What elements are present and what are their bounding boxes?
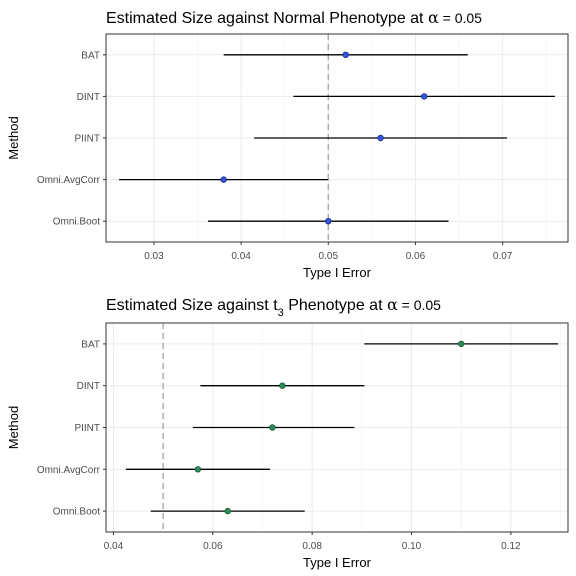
- x-axis-title: Type I Error: [303, 265, 372, 280]
- x-tick-label: 0.05: [319, 251, 339, 262]
- x-tick-label: 0.07: [493, 251, 513, 262]
- y-tick-label: DINT: [77, 381, 100, 392]
- point-bat: [342, 51, 349, 58]
- y-tick-label: Omni.Boot: [53, 217, 100, 228]
- chart-title: Estimated Size against Normal Phenotype …: [106, 8, 482, 27]
- chart-title-rest: = 0.05: [398, 297, 441, 313]
- chart-title-subscript: 3: [278, 307, 284, 319]
- y-axis-title: Method: [6, 116, 21, 159]
- point-omni-avgcorr: [220, 176, 227, 183]
- chart-title-after-subscript: Phenotype at: [284, 297, 387, 314]
- chart-title-main: Estimated Size against Normal Phenotype …: [106, 10, 428, 27]
- chart-title-main: Estimated Size against t: [106, 297, 278, 314]
- y-tick-label: PIINT: [74, 423, 100, 434]
- x-tick-label: 0.03: [144, 251, 164, 262]
- chart-title: Estimated Size against t3 Phenotype at α…: [106, 295, 441, 319]
- y-tick-label: Omni.AvgCorr: [37, 465, 101, 476]
- y-tick-label: Omni.AvgCorr: [37, 175, 101, 186]
- chart-2: Estimated Size against t3 Phenotype at α…: [6, 295, 569, 570]
- y-tick-label: Omni.Boot: [53, 507, 100, 518]
- chart-title-alpha: α: [428, 8, 439, 27]
- y-tick-label: DINT: [77, 92, 100, 103]
- y-tick-label: BAT: [81, 50, 100, 61]
- point-bat: [457, 340, 465, 348]
- y-axis-title: Method: [6, 406, 21, 449]
- point-dint: [420, 93, 428, 100]
- x-tick-label: 0.06: [406, 251, 426, 262]
- x-axis-title: Type I Error: [303, 555, 372, 570]
- chart-title-rest: = 0.05: [439, 10, 482, 26]
- point-piint: [269, 424, 276, 431]
- y-tick-label: PIINT: [74, 134, 100, 145]
- chart-1: Estimated Size against Normal Phenotype …: [6, 8, 569, 280]
- x-tick-label: 0.04: [104, 541, 124, 552]
- x-tick-label: 0.04: [231, 251, 251, 262]
- point-piint: [377, 134, 384, 142]
- point-dint: [279, 382, 286, 389]
- x-tick-label: 0.12: [501, 541, 521, 552]
- x-tick-label: 0.06: [203, 541, 223, 552]
- point-omni-boot: [224, 507, 231, 515]
- y-tick-label: BAT: [81, 339, 100, 350]
- x-tick-label: 0.08: [302, 541, 322, 552]
- point-omni-boot: [325, 217, 332, 225]
- chart-title-alpha: α: [387, 295, 398, 314]
- point-omni-avgcorr: [194, 466, 202, 473]
- x-tick-label: 0.10: [402, 541, 422, 552]
